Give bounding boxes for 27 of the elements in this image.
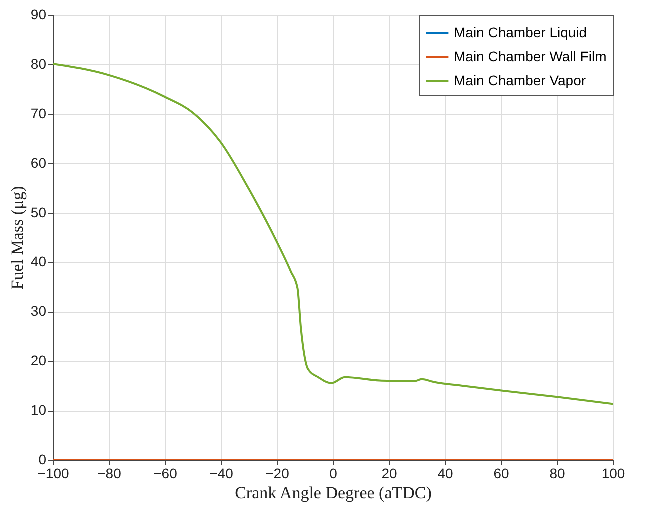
y-tick-label: 20	[30, 352, 47, 369]
y-axis-title: Fuel Mass (μg)	[8, 186, 27, 290]
legend-label: Main Chamber Wall Film	[454, 48, 607, 64]
x-tick-label: −40	[210, 466, 234, 482]
y-tick-label: 10	[30, 402, 47, 418]
y-tick-label: 80	[30, 56, 47, 72]
x-tick-label: −80	[98, 466, 122, 482]
x-tick-label: 20	[382, 466, 398, 482]
x-tick-label: 0	[330, 466, 338, 482]
x-tick-label: 80	[550, 466, 566, 482]
y-tick-label: 70	[30, 105, 47, 122]
x-tick-label: 60	[494, 466, 510, 482]
x-tick-label: 100	[602, 466, 626, 482]
x-tick-label: −20	[266, 466, 290, 482]
x-axis-title: Crank Angle Degree (aTDC)	[235, 484, 432, 502]
x-tick-label: −100	[38, 466, 70, 482]
y-tick-label: 30	[30, 303, 47, 320]
line-series	[53, 62, 613, 406]
y-tick-label: 0	[38, 452, 47, 468]
y-tick-label: 90	[30, 6, 47, 22]
x-tick-label: 40	[438, 466, 454, 482]
y-tick-label: 40	[30, 254, 47, 270]
y-tick-label: 50	[30, 204, 47, 220]
x-tick-label: −60	[154, 466, 178, 482]
legend-label: Main Chamber Vapor	[454, 72, 586, 88]
legend-label: Main Chamber Liquid	[454, 24, 588, 40]
y-tick-label: 60	[30, 154, 47, 171]
